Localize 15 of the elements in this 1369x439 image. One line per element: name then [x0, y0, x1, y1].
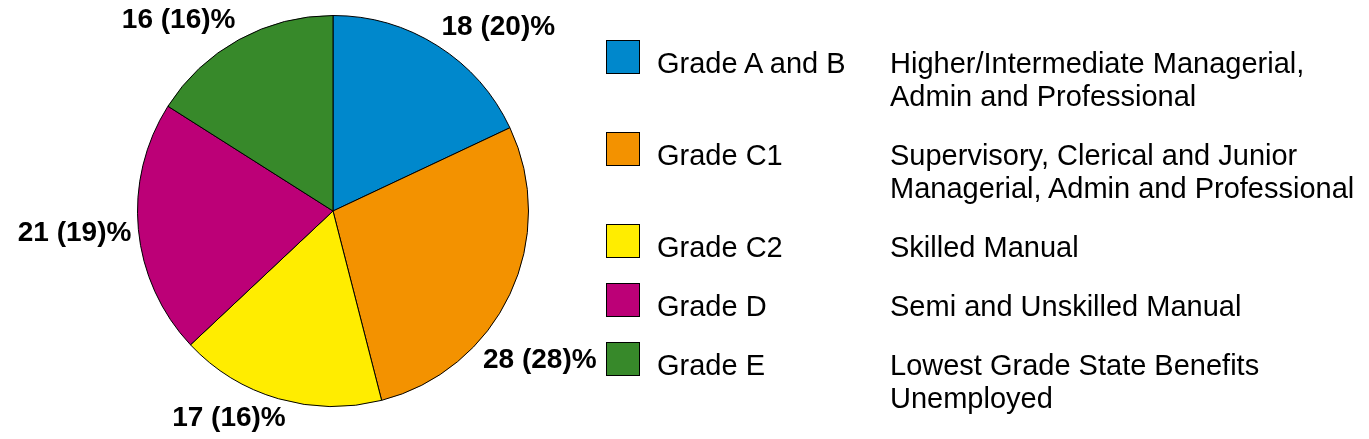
text: Lowest Grade State Benefits Unemployed [890, 349, 1261, 415]
text: Semi and Unskilled Manual [890, 290, 1243, 323]
legend-label: Grade A and B [657, 47, 847, 80]
legend-label: Grade E [657, 349, 766, 382]
legend-label: Grade C1 [657, 139, 784, 172]
data-label: 17 (16)% [172, 401, 286, 433]
data-label: 28 (28)% [483, 342, 597, 374]
data-label: 18 (20)% [441, 9, 556, 41]
legend-label: Grade D [657, 290, 768, 323]
text: Supervisory, Clerical and Junior Managerial, Admin and Professional [890, 139, 1356, 205]
text: Higher/Intermediate Managerial, Admin and Professional [890, 47, 1306, 113]
text: Skilled Manual [890, 231, 1080, 264]
legend-label: Grade C2 [657, 231, 784, 264]
data-label: 16 (16)% [121, 3, 236, 35]
data-label: 21 (19)% [17, 216, 132, 248]
